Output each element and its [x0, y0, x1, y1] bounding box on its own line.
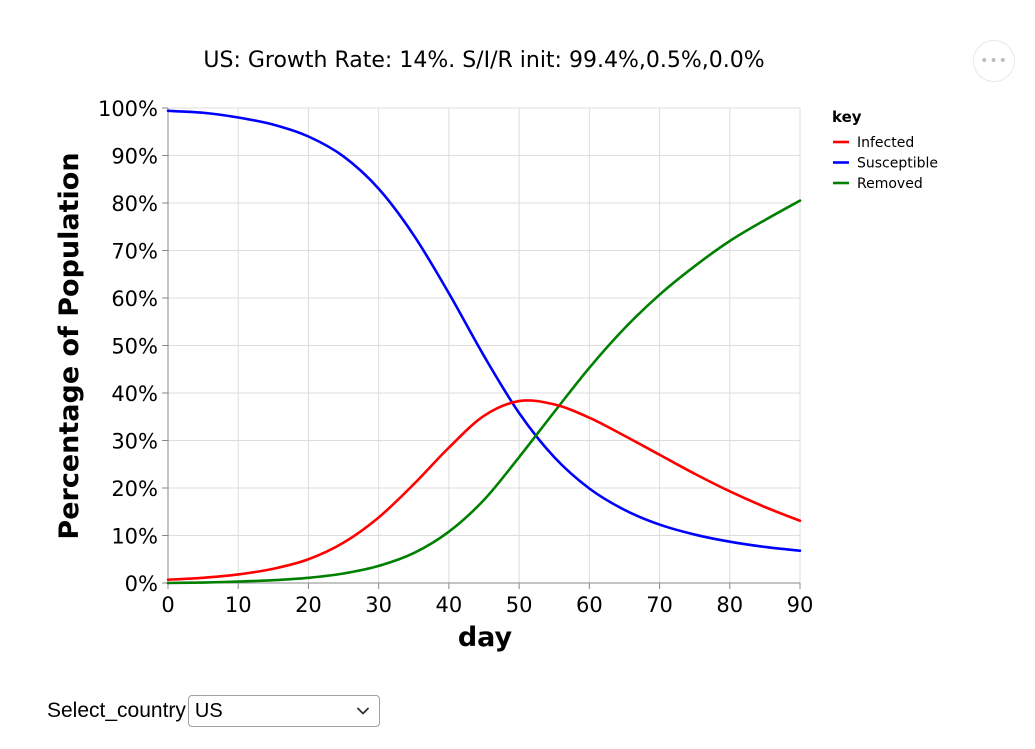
- x-tick-label: 40: [436, 593, 463, 617]
- y-tick-label: 30%: [111, 430, 158, 454]
- legend-label: Removed: [857, 176, 923, 192]
- actions-menu-button[interactable]: •••: [973, 40, 1015, 82]
- y-tick-label: 50%: [111, 335, 158, 359]
- country-selector-row: Select_country US: [47, 695, 380, 727]
- country-select-label: Select_country: [47, 699, 186, 722]
- series-line-removed: [166, 199, 802, 585]
- y-tick-label: 80%: [111, 192, 158, 216]
- y-tick-label: 10%: [111, 525, 158, 549]
- series-line-infected: [166, 399, 802, 581]
- y-tick-label: 70%: [111, 240, 158, 264]
- x-tick-label: 20: [295, 593, 322, 617]
- axes: 0 10 20 30 40 50 60 70 80 90 0% 10% 20% 30% 40% 50% 60% 7…: [98, 97, 813, 617]
- legend-title: key: [832, 108, 862, 126]
- y-tick-label: 20%: [111, 477, 158, 501]
- series-line-susceptible: [166, 109, 802, 552]
- x-tick-label: 50: [506, 593, 533, 617]
- y-tick-label: 90%: [111, 145, 158, 169]
- country-select[interactable]: US: [187, 695, 380, 727]
- series-lines: [166, 109, 802, 585]
- y-tick-label: 100%: [98, 97, 158, 121]
- legend: key Infected Susceptible Removed: [832, 108, 938, 192]
- grid: [167, 107, 801, 584]
- y-tick-label: 0%: [125, 572, 158, 596]
- x-tick-label: 0: [161, 593, 174, 617]
- x-tick-label: 80: [716, 593, 743, 617]
- country-select-value: US: [194, 699, 223, 722]
- chevron-down-icon: [357, 707, 369, 715]
- legend-label: Susceptible: [857, 156, 938, 172]
- y-tick-label: 60%: [111, 287, 158, 311]
- chart-title: US: Growth Rate: 14%. S/I/R init: 99.4%,…: [203, 48, 764, 73]
- y-tick-label: 40%: [111, 382, 158, 406]
- y-axis-title: Percentage of Population: [54, 152, 85, 539]
- x-tick-label: 60: [576, 593, 603, 617]
- x-tick-label: 30: [365, 593, 392, 617]
- legend-label: Infected: [857, 135, 914, 151]
- ellipsis-icon: •••: [980, 53, 1008, 69]
- x-tick-label: 70: [646, 593, 673, 617]
- x-tick-label: 90: [787, 593, 814, 617]
- x-tick-label: 10: [225, 593, 252, 617]
- x-axis-title: day: [458, 622, 513, 653]
- chart: US: Growth Rate: 14%. S/I/R init: 99.4%,…: [54, 48, 938, 653]
